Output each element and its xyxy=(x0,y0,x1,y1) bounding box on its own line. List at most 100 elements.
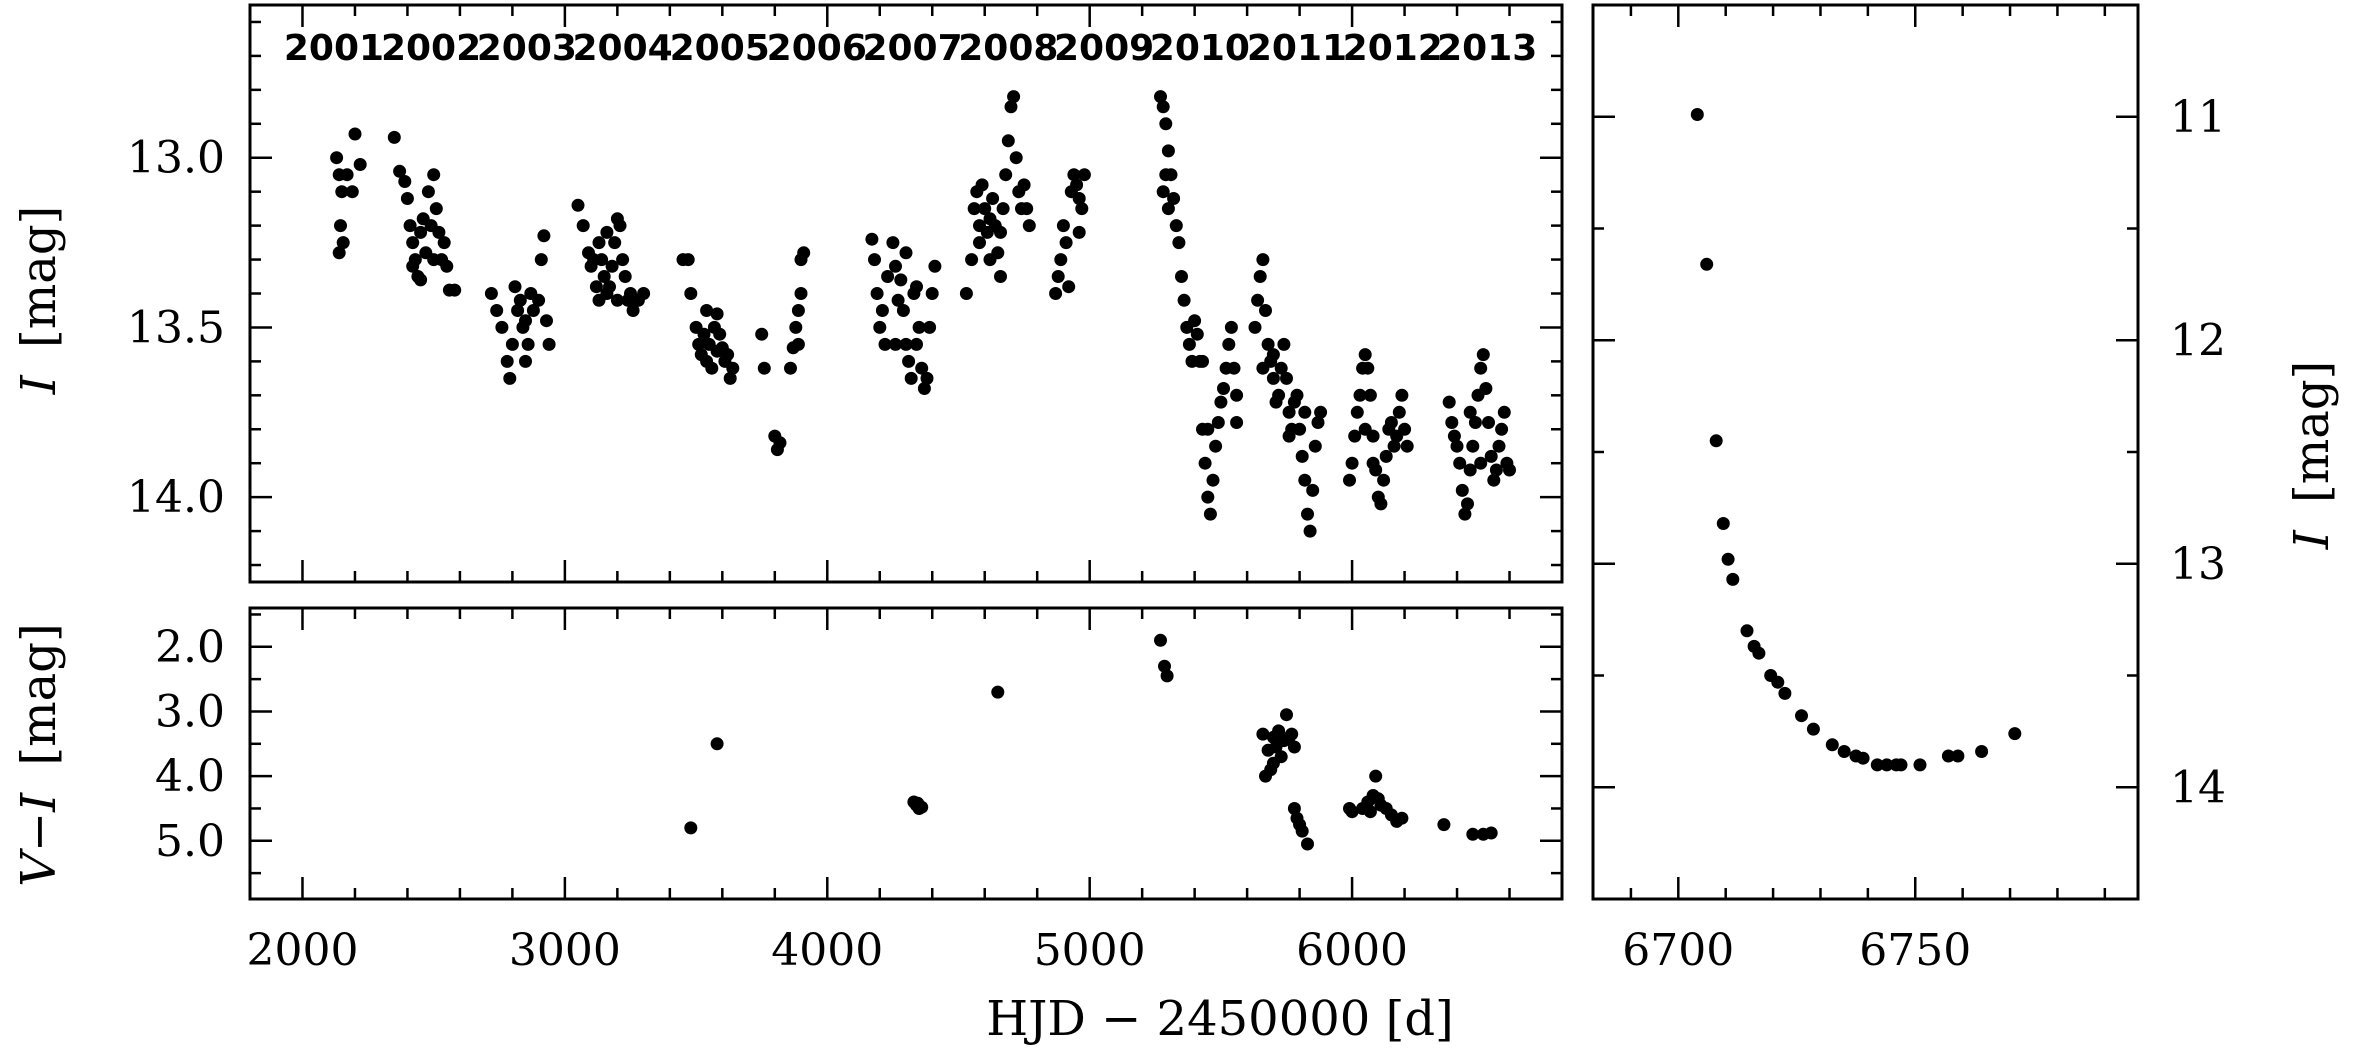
data-point xyxy=(684,821,698,835)
data-point xyxy=(1450,439,1464,453)
data-point xyxy=(1256,253,1270,267)
data-point xyxy=(421,185,435,199)
data-point xyxy=(1217,382,1230,395)
data-point xyxy=(1295,449,1309,463)
data-point xyxy=(965,253,979,267)
data-point xyxy=(1690,108,1704,121)
year-label: 2006 xyxy=(767,28,867,69)
data-point xyxy=(1198,456,1212,470)
data-point xyxy=(794,287,808,300)
data-point xyxy=(1067,168,1081,182)
panel-bottom-color-curve: 2.0 3.0 4.0 5.0 2000 3000 4000 5000 6000 V−I [m… xyxy=(11,606,1564,976)
data-point xyxy=(904,371,918,385)
data-point xyxy=(1479,382,1493,395)
data-point xyxy=(429,202,443,216)
data-point xyxy=(1182,337,1196,351)
year-label: 2001 xyxy=(284,28,384,69)
y-tick-label: 12 xyxy=(2170,315,2226,366)
year-label: 2010 xyxy=(1150,28,1250,69)
data-point xyxy=(912,320,926,334)
data-point xyxy=(920,371,934,385)
data-point xyxy=(1856,751,1870,765)
data-point xyxy=(403,219,417,233)
y-tick-label: 4.0 xyxy=(155,751,225,802)
data-point xyxy=(1175,270,1188,283)
data-point xyxy=(1369,769,1383,783)
data-point xyxy=(967,202,981,216)
data-point xyxy=(1280,708,1293,722)
year-label: 2004 xyxy=(573,28,673,69)
data-point xyxy=(1306,483,1320,497)
data-point xyxy=(1474,456,1488,470)
data-point xyxy=(1272,388,1286,402)
data-point xyxy=(891,293,905,307)
data-point xyxy=(1447,429,1461,443)
data-point xyxy=(1161,144,1175,158)
data-point xyxy=(1160,669,1174,683)
panel-right-zoom: 11 12 13 14 6700 6750 I [mag] xyxy=(1591,3,2340,976)
y-tick-label: 14.0 xyxy=(127,472,225,523)
data-point xyxy=(1209,439,1223,453)
data-point xyxy=(697,327,711,341)
data-point xyxy=(1285,727,1299,741)
data-point xyxy=(1282,405,1296,419)
data-point xyxy=(600,225,614,239)
data-point xyxy=(978,202,992,216)
data-point xyxy=(400,192,414,205)
data-point xyxy=(1017,178,1031,192)
data-point xyxy=(870,287,884,300)
data-point xyxy=(1314,405,1328,419)
data-point xyxy=(414,273,428,287)
data-point xyxy=(1156,185,1170,199)
panel-bottom-data-points xyxy=(684,633,1498,851)
data-point xyxy=(513,293,527,307)
data-point xyxy=(973,236,986,250)
data-point xyxy=(576,219,590,233)
data-point xyxy=(1072,192,1086,205)
data-point xyxy=(340,168,354,182)
data-point xyxy=(1020,202,1034,216)
data-point xyxy=(1453,456,1467,470)
x-tick-label: 3000 xyxy=(509,925,621,976)
data-point xyxy=(1437,818,1451,832)
data-point xyxy=(1894,758,1908,772)
data-point xyxy=(1492,439,1506,453)
data-point xyxy=(1806,722,1820,736)
data-point xyxy=(1343,473,1356,487)
data-point xyxy=(875,304,889,317)
data-point xyxy=(1458,507,1472,521)
data-point xyxy=(1913,758,1927,772)
data-point xyxy=(700,304,714,317)
data-point xyxy=(519,314,532,328)
data-point xyxy=(345,185,359,199)
data-point xyxy=(1266,348,1280,362)
y-tick-label: 3.0 xyxy=(155,686,225,737)
data-point xyxy=(1487,473,1501,487)
y-tick-label: 13.0 xyxy=(127,133,225,184)
data-point xyxy=(505,337,519,351)
data-point xyxy=(571,198,585,212)
data-point xyxy=(1345,456,1359,470)
year-label: 2007 xyxy=(862,28,962,69)
data-point xyxy=(1455,483,1469,497)
panel-top-light-curve: 13.013.514.0 200120022003200420052006200… xyxy=(11,3,1564,584)
data-point xyxy=(519,354,532,368)
data-point xyxy=(495,320,509,334)
data-point xyxy=(330,151,344,165)
panel-right-ticks xyxy=(1593,3,2138,901)
data-point xyxy=(1203,507,1217,521)
data-point xyxy=(500,354,514,368)
data-point xyxy=(589,280,603,294)
data-point xyxy=(1206,473,1220,487)
data-point xyxy=(393,164,407,178)
data-point xyxy=(1740,624,1754,638)
year-label: 2003 xyxy=(477,28,577,69)
data-point xyxy=(1290,388,1304,402)
data-point xyxy=(1975,745,1989,758)
data-point xyxy=(440,259,454,273)
data-point xyxy=(1274,361,1288,375)
data-point xyxy=(1009,151,1023,165)
year-label: 2002 xyxy=(381,28,481,69)
y-tick-label: 5.0 xyxy=(155,816,225,867)
panel-right-x-tick-labels: 6700 6750 xyxy=(1622,925,1971,976)
